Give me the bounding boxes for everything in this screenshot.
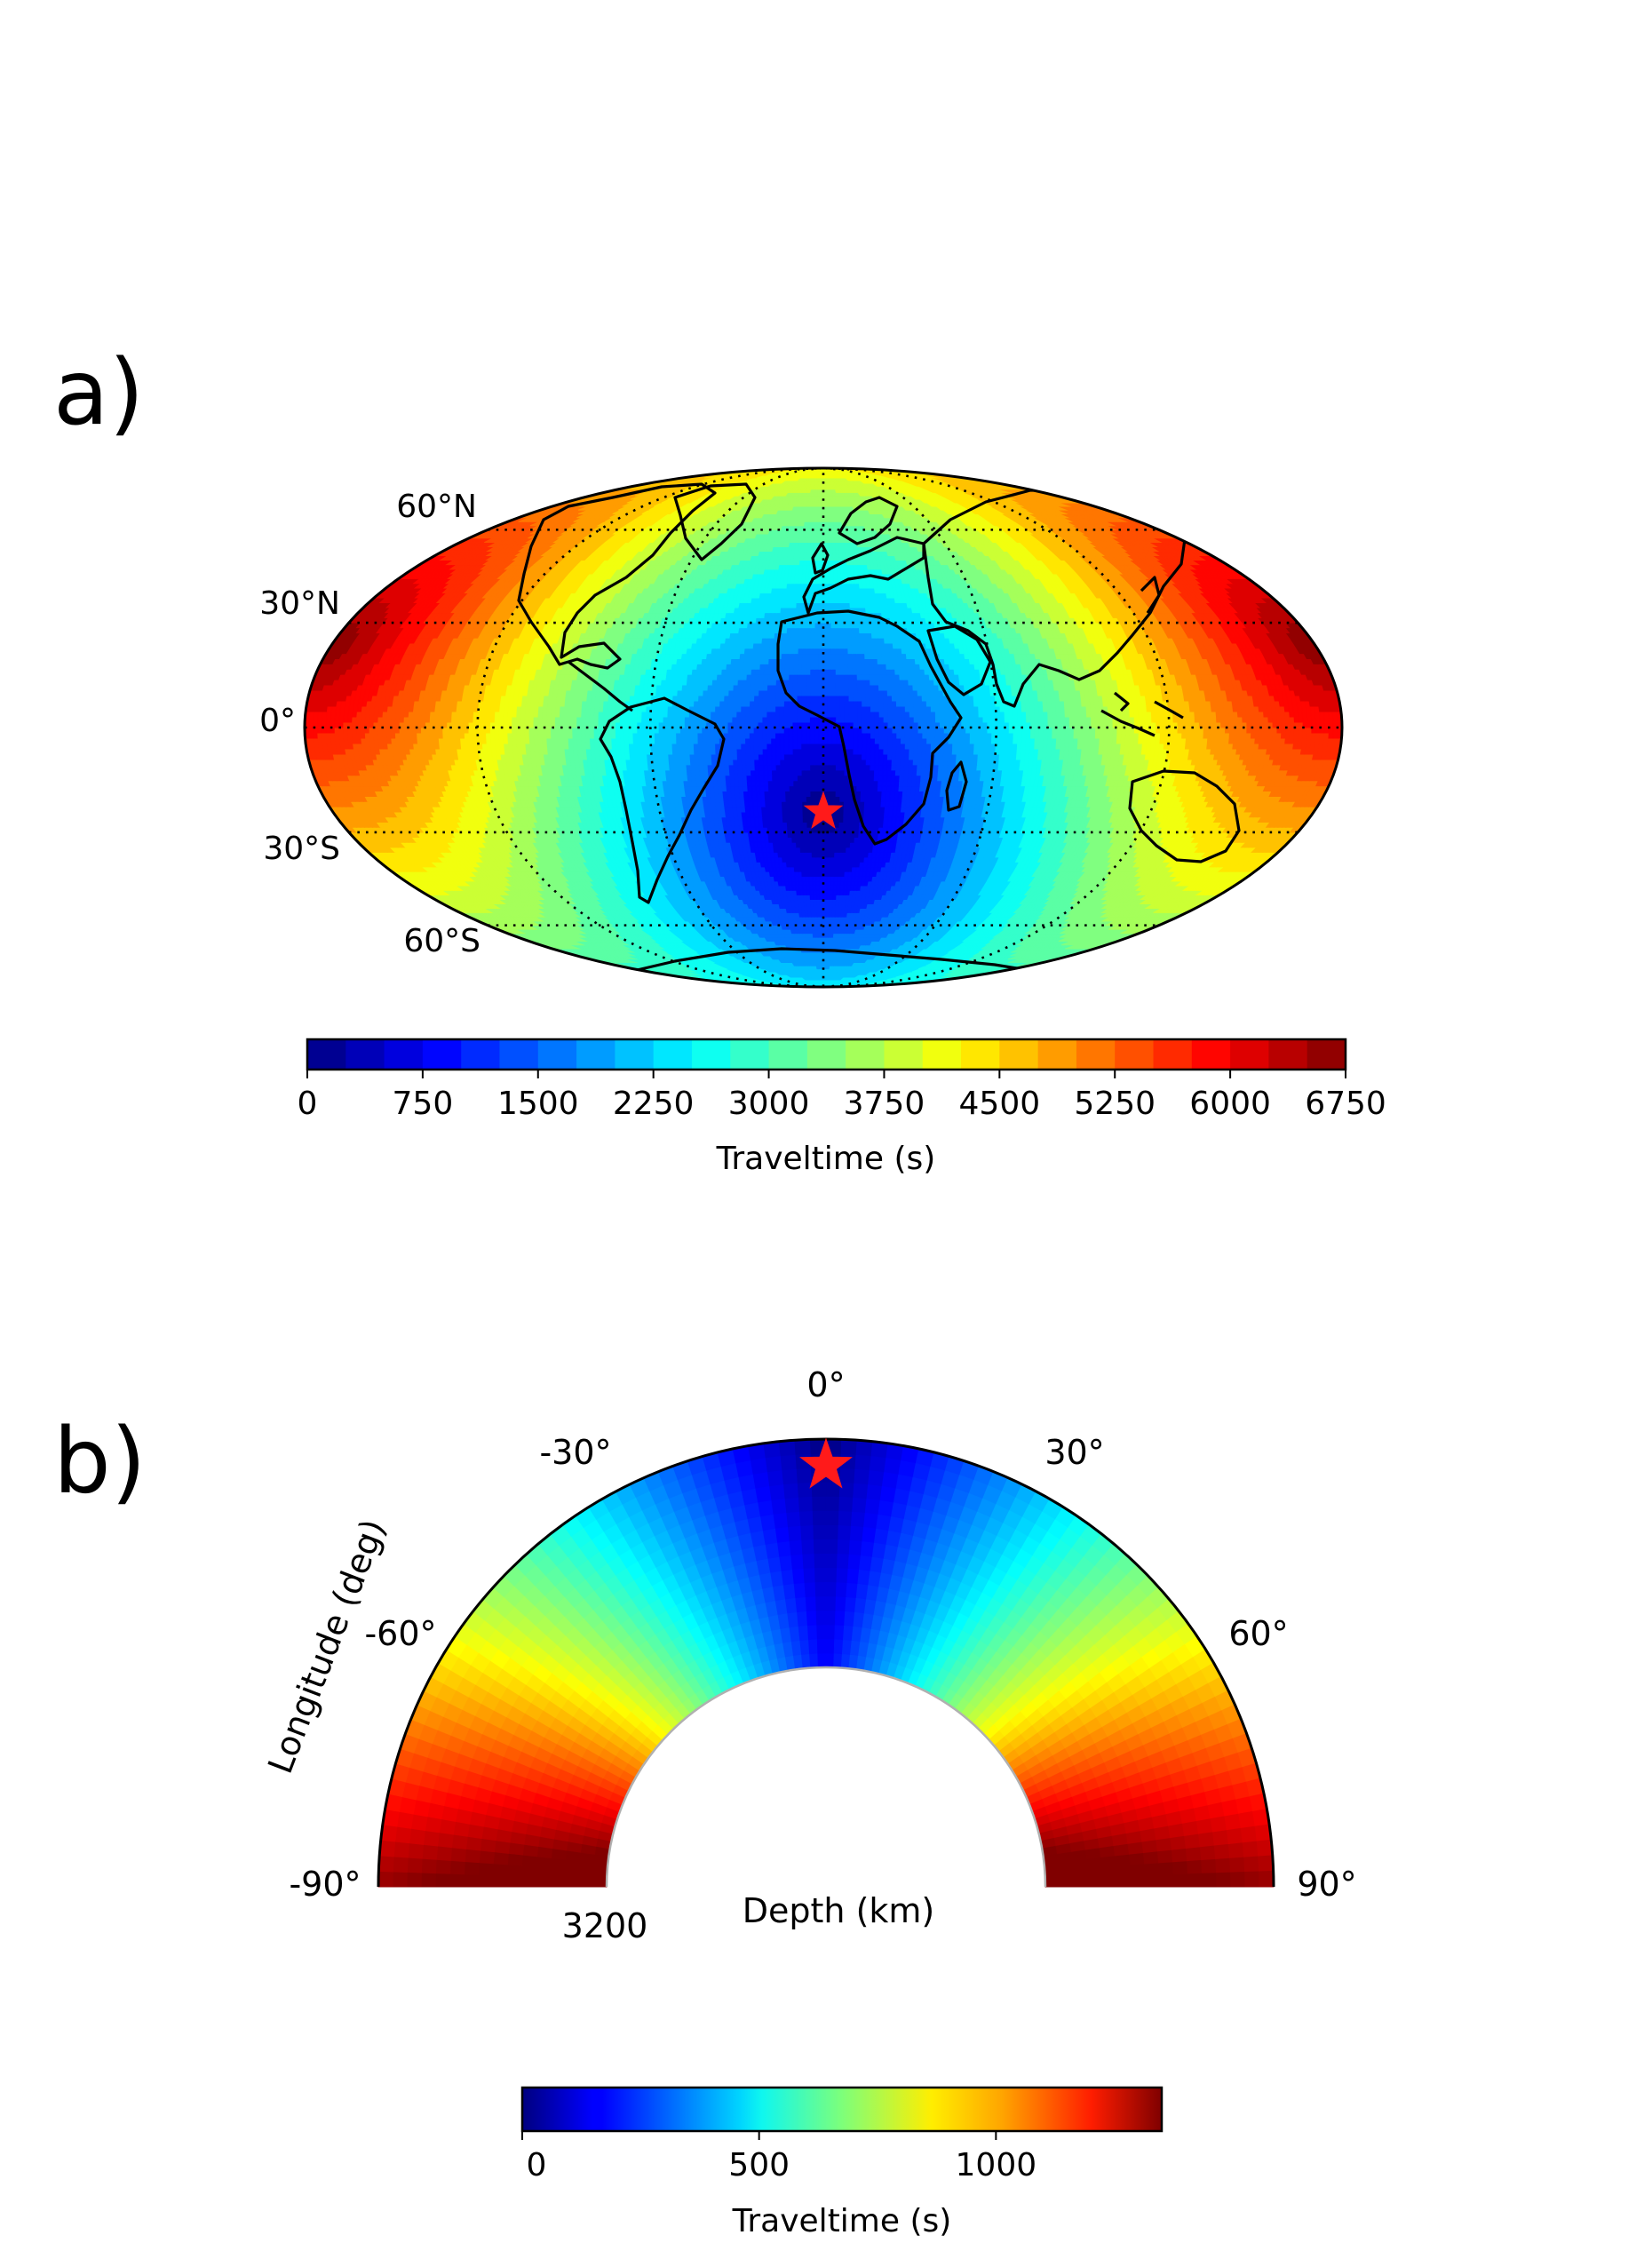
panel-b-label: b) [53,1409,147,1515]
traveltime-map: 60°N 30°N 0° 30°S 60°S [259,466,1344,989]
contour-cell [817,925,822,930]
contour-cell [820,928,824,935]
panel-a-label: a) [53,340,144,446]
